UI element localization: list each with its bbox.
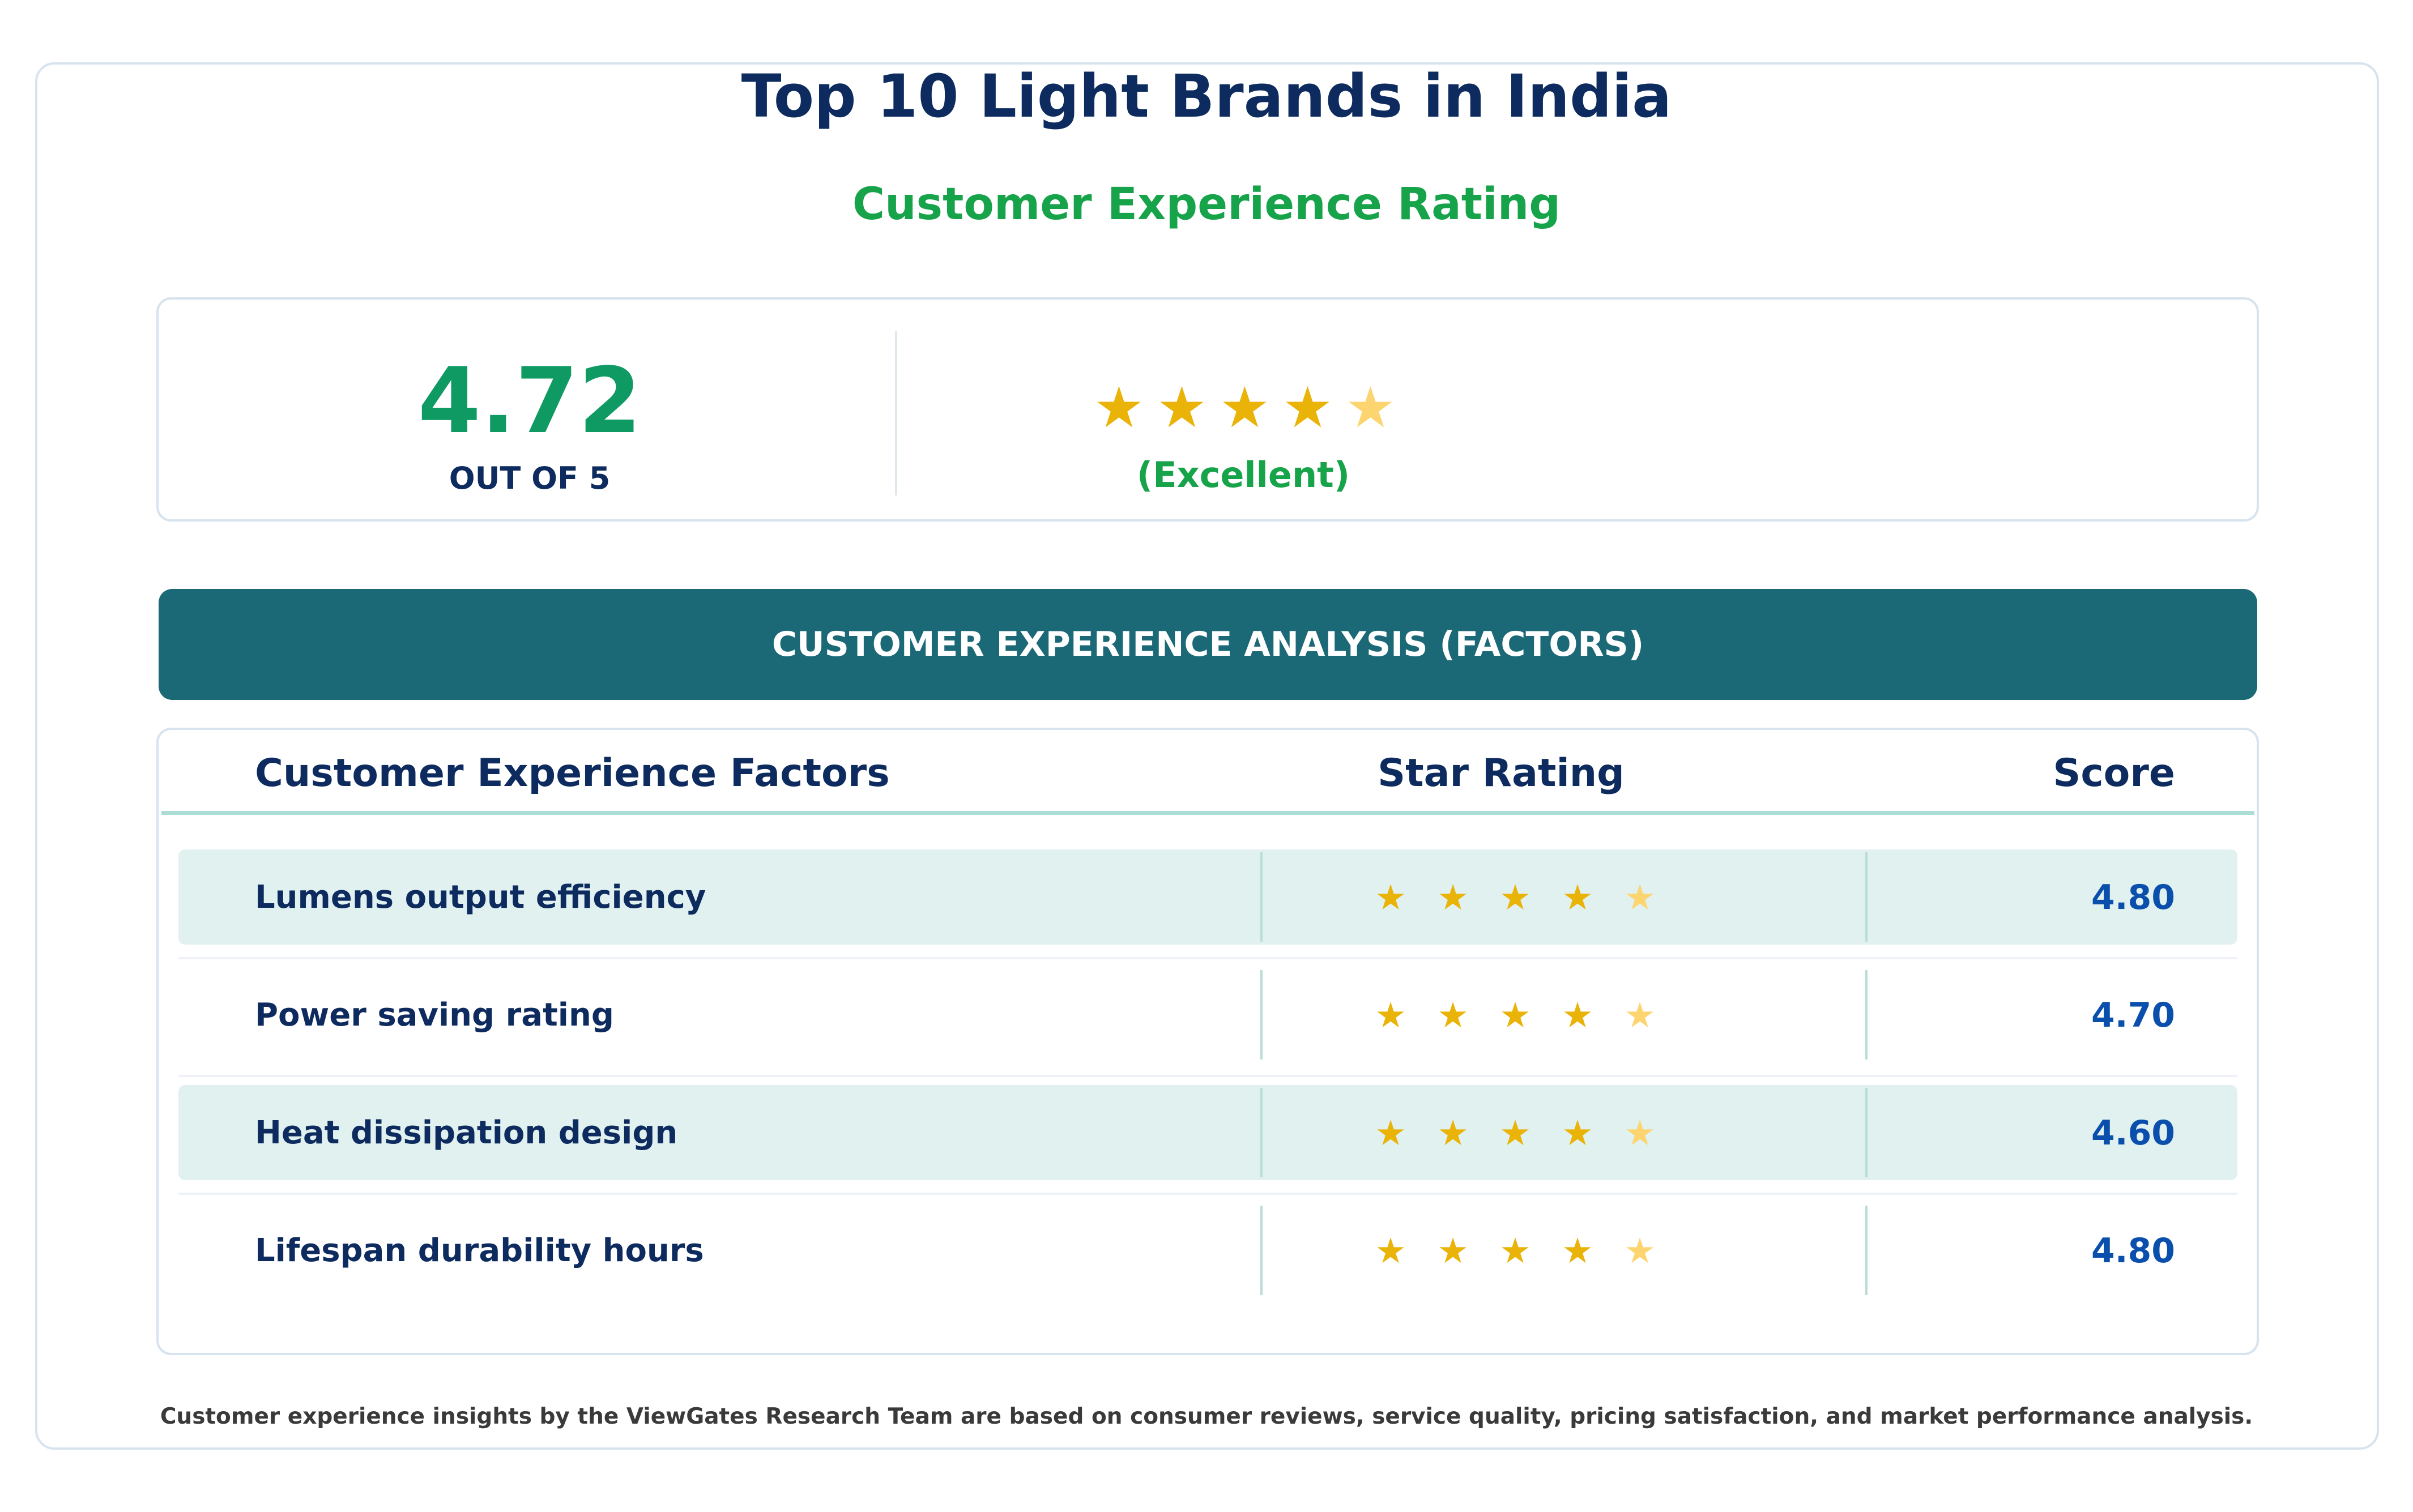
- star-icon: ★: [1437, 1230, 1469, 1271]
- column-divider: [1865, 1206, 1868, 1295]
- table-row: [178, 849, 2237, 945]
- footer-note: Customer experience insights by the View…: [160, 1404, 2253, 1429]
- star-icon: ★: [1375, 1230, 1406, 1271]
- out-of-label: OUT OF 5: [449, 460, 611, 496]
- column-divider: [1865, 970, 1868, 1060]
- column-divider: [1260, 1206, 1263, 1295]
- column-header-stars: Star Rating: [1378, 751, 1625, 796]
- factor-label: Lifespan durability hours: [255, 1232, 704, 1269]
- factor-label: Heat dissipation design: [255, 1114, 678, 1151]
- star-icon: ★: [1499, 1112, 1531, 1154]
- summary-panel: [156, 297, 2259, 522]
- star-icon: ★: [1499, 994, 1531, 1036]
- star-icon: ★: [1499, 1230, 1531, 1271]
- star-icon: ★: [1345, 374, 1396, 441]
- star-icon: ★: [1562, 1112, 1593, 1154]
- factor-star-rating: ★ ★ ★ ★ ★: [1359, 878, 1671, 917]
- star-icon: ★: [1093, 374, 1145, 441]
- star-icon: ★: [1282, 374, 1333, 441]
- row-separator: [178, 1075, 2237, 1077]
- star-icon: ★: [1437, 1112, 1469, 1154]
- star-icon: ★: [1624, 1230, 1656, 1271]
- star-icon: ★: [1562, 994, 1593, 1036]
- factor-score: 4.80: [2091, 878, 2175, 917]
- row-separator: [178, 1193, 2237, 1195]
- factor-label: Power saving rating: [255, 997, 614, 1033]
- factors-table: [156, 728, 2259, 1355]
- column-header-score: Score: [2053, 751, 2175, 796]
- factor-star-rating: ★ ★ ★ ★ ★: [1359, 1231, 1671, 1271]
- star-icon: ★: [1437, 994, 1469, 1036]
- star-icon: ★: [1562, 877, 1593, 918]
- page-title: Top 10 Light Brands in India: [741, 62, 1672, 131]
- header-rule: [161, 811, 2254, 815]
- star-icon: ★: [1624, 1112, 1656, 1154]
- factor-score: 4.60: [2091, 1113, 2175, 1153]
- factor-score: 4.80: [2091, 1231, 2175, 1271]
- factor-star-rating: ★ ★ ★ ★ ★: [1359, 1113, 1671, 1153]
- page-subtitle: Customer Experience Rating: [852, 179, 1561, 230]
- column-divider: [1865, 852, 1868, 942]
- star-icon: ★: [1624, 877, 1656, 918]
- summary-divider: [895, 331, 897, 496]
- overall-score: 4.72: [417, 348, 642, 454]
- column-header-factor: Customer Experience Factors: [255, 751, 890, 796]
- section-banner: CUSTOMER EXPERIENCE ANALYSIS (FACTORS): [159, 589, 2257, 700]
- column-divider: [1260, 852, 1263, 942]
- column-divider: [1260, 1088, 1263, 1177]
- column-divider: [1865, 1088, 1868, 1177]
- star-icon: ★: [1562, 1230, 1593, 1271]
- factor-score: 4.70: [2091, 996, 2175, 1035]
- factor-label: Lumens output efficiency: [255, 879, 706, 916]
- star-icon: ★: [1156, 374, 1208, 441]
- star-icon: ★: [1437, 877, 1469, 918]
- star-icon: ★: [1375, 877, 1406, 918]
- star-icon: ★: [1219, 374, 1271, 441]
- star-icon: ★: [1624, 994, 1656, 1036]
- rating-verdict: (Excellent): [1136, 454, 1350, 496]
- factor-star-rating: ★ ★ ★ ★ ★: [1359, 996, 1671, 1035]
- star-icon: ★: [1375, 994, 1406, 1036]
- star-icon: ★: [1499, 877, 1531, 918]
- table-row: [178, 1085, 2237, 1180]
- column-divider: [1260, 970, 1263, 1060]
- row-separator: [178, 957, 2237, 959]
- star-icon: ★: [1375, 1112, 1406, 1154]
- overall-star-rating: ★ ★ ★ ★ ★: [1088, 374, 1402, 442]
